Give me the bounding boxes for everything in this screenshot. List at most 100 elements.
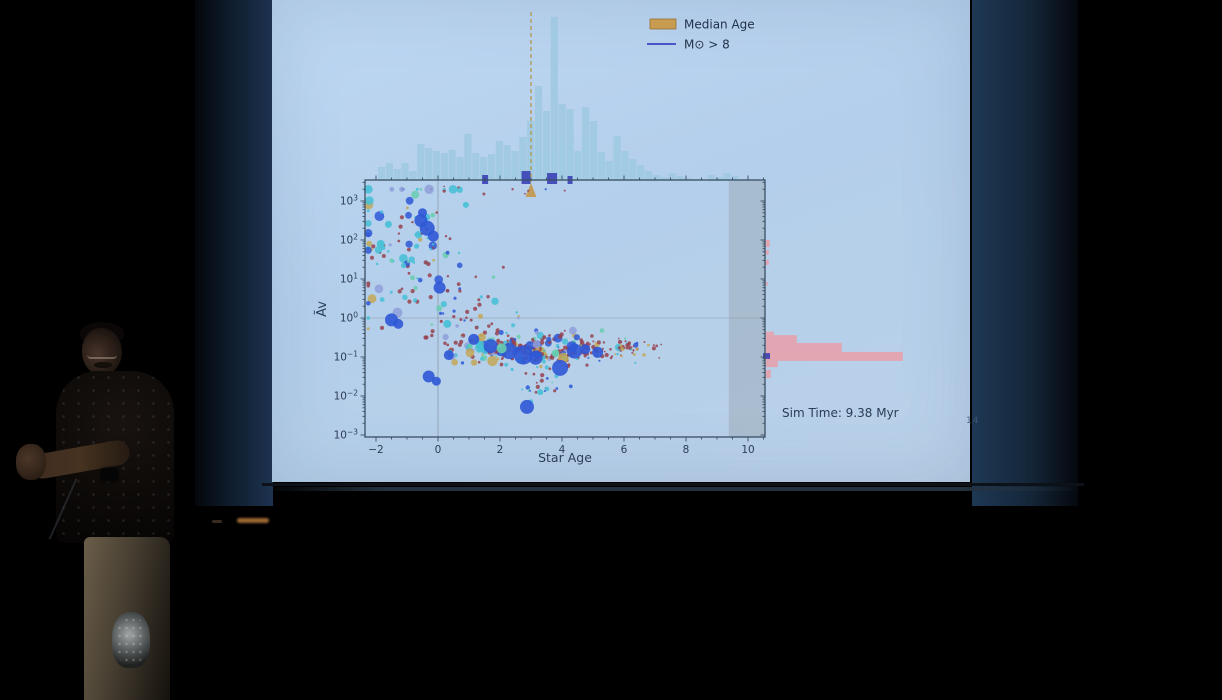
scatter-point xyxy=(632,353,636,356)
scatter-point-large xyxy=(418,208,427,218)
scatter-point xyxy=(504,362,509,367)
scatter-point xyxy=(617,337,620,340)
scatter-point xyxy=(624,340,627,343)
y-tick-label: 10−1 xyxy=(334,350,359,364)
scatter-point xyxy=(397,289,402,294)
axes-frame xyxy=(364,179,766,438)
top-hist-bar xyxy=(448,150,456,181)
scatter-point xyxy=(453,296,457,300)
scatter-point xyxy=(405,211,412,219)
top-hist-bar xyxy=(574,151,582,181)
presenter-glasses xyxy=(87,349,117,359)
top-hist-massive-bar xyxy=(547,173,558,184)
right-hist-massive-bar xyxy=(763,353,770,359)
scatter-point xyxy=(415,187,419,191)
legend-massive-label: M⊙ > 8 xyxy=(684,38,730,52)
scatter-point xyxy=(616,352,619,356)
screen-bottom-edge xyxy=(262,483,1084,486)
scatter-point xyxy=(451,359,458,366)
scatter-point xyxy=(432,246,435,250)
scatter-point xyxy=(524,372,528,375)
scatter-point xyxy=(402,294,408,300)
jointplot-chart: −2 0 2 4 6 8 10 103 102 101 100 10−1 10−2 10−3 Median… xyxy=(314,12,903,465)
scatter-point xyxy=(389,258,394,263)
right-hist-bar xyxy=(765,259,769,265)
scatter-point xyxy=(442,333,449,341)
scatter-point xyxy=(604,352,609,358)
scatter-point xyxy=(439,319,443,323)
scatter-point xyxy=(431,243,435,246)
scatter-point xyxy=(374,284,384,294)
top-hist-bar xyxy=(605,161,613,181)
scatter-point xyxy=(465,316,468,320)
scatter-point xyxy=(534,330,539,335)
scatter-point xyxy=(627,342,631,347)
scatter-point xyxy=(371,244,376,249)
scatter-point xyxy=(387,250,390,253)
scatter-point xyxy=(482,330,487,335)
top-hist-massive-bar xyxy=(521,171,531,184)
scatter-point-large xyxy=(483,339,498,354)
scatter-point xyxy=(539,378,544,383)
scatter-point xyxy=(548,367,552,371)
scatter-point xyxy=(379,325,385,330)
scatter-point xyxy=(399,186,405,192)
scatter-point xyxy=(560,349,563,352)
scatter-point xyxy=(609,348,612,351)
scatter-point xyxy=(460,335,463,338)
x-tick-label: 8 xyxy=(683,444,690,456)
scatter-point xyxy=(389,290,393,294)
presenter-hand xyxy=(16,444,46,480)
scatter-point xyxy=(389,186,395,192)
right-hist-bar xyxy=(765,360,778,368)
scatter-point xyxy=(652,344,655,347)
scatter-point xyxy=(506,339,509,342)
right-hist-bar xyxy=(765,369,771,379)
scatter-point xyxy=(531,349,534,352)
scatter-point-large xyxy=(468,333,480,345)
top-hist-bar xyxy=(621,151,629,181)
scatter-point xyxy=(496,338,501,343)
scatter-point xyxy=(465,348,475,358)
top-hist-bar xyxy=(511,151,519,181)
scatter-point xyxy=(494,331,500,336)
top-hist-bar xyxy=(432,151,441,181)
scatter-point xyxy=(542,335,547,340)
scatter-point xyxy=(428,241,437,250)
x-tick-label: 6 xyxy=(621,444,628,456)
scatter-point xyxy=(631,351,634,354)
scatter-point xyxy=(456,282,461,286)
scatter-point xyxy=(375,262,379,266)
scatter-point xyxy=(457,342,462,347)
scatter-point xyxy=(532,372,536,376)
scatter-point xyxy=(435,211,438,214)
scatter-point-large xyxy=(462,201,469,208)
scatter-point xyxy=(487,355,498,367)
x-axis-title: Star Age xyxy=(538,450,592,465)
scatter-point xyxy=(465,309,470,314)
scatter-point xyxy=(555,338,558,341)
scatter-point xyxy=(660,343,663,346)
top-hist-bar xyxy=(542,111,550,181)
scatter-point xyxy=(505,331,508,335)
scatter-point xyxy=(429,248,432,251)
scatter-point xyxy=(411,221,414,224)
scatter-point xyxy=(610,355,614,358)
right-hist-bar xyxy=(765,240,770,248)
scatter-point xyxy=(364,246,372,254)
median-age-marker xyxy=(525,183,537,197)
scatter-point xyxy=(632,350,635,352)
scatter-point xyxy=(452,315,456,319)
y-tick-label: 10−3 xyxy=(334,428,359,442)
scatter-point xyxy=(529,389,531,392)
scatter-point xyxy=(412,261,416,264)
scatter-point xyxy=(551,381,554,384)
scatter-point-large xyxy=(566,343,582,359)
scatter-point xyxy=(539,364,543,369)
scatter-point xyxy=(573,334,580,341)
scatter-point xyxy=(397,239,401,243)
scatter-point xyxy=(490,322,494,326)
scatter-point xyxy=(436,305,443,312)
scatter-point xyxy=(469,318,473,322)
scatter-point xyxy=(655,344,659,348)
